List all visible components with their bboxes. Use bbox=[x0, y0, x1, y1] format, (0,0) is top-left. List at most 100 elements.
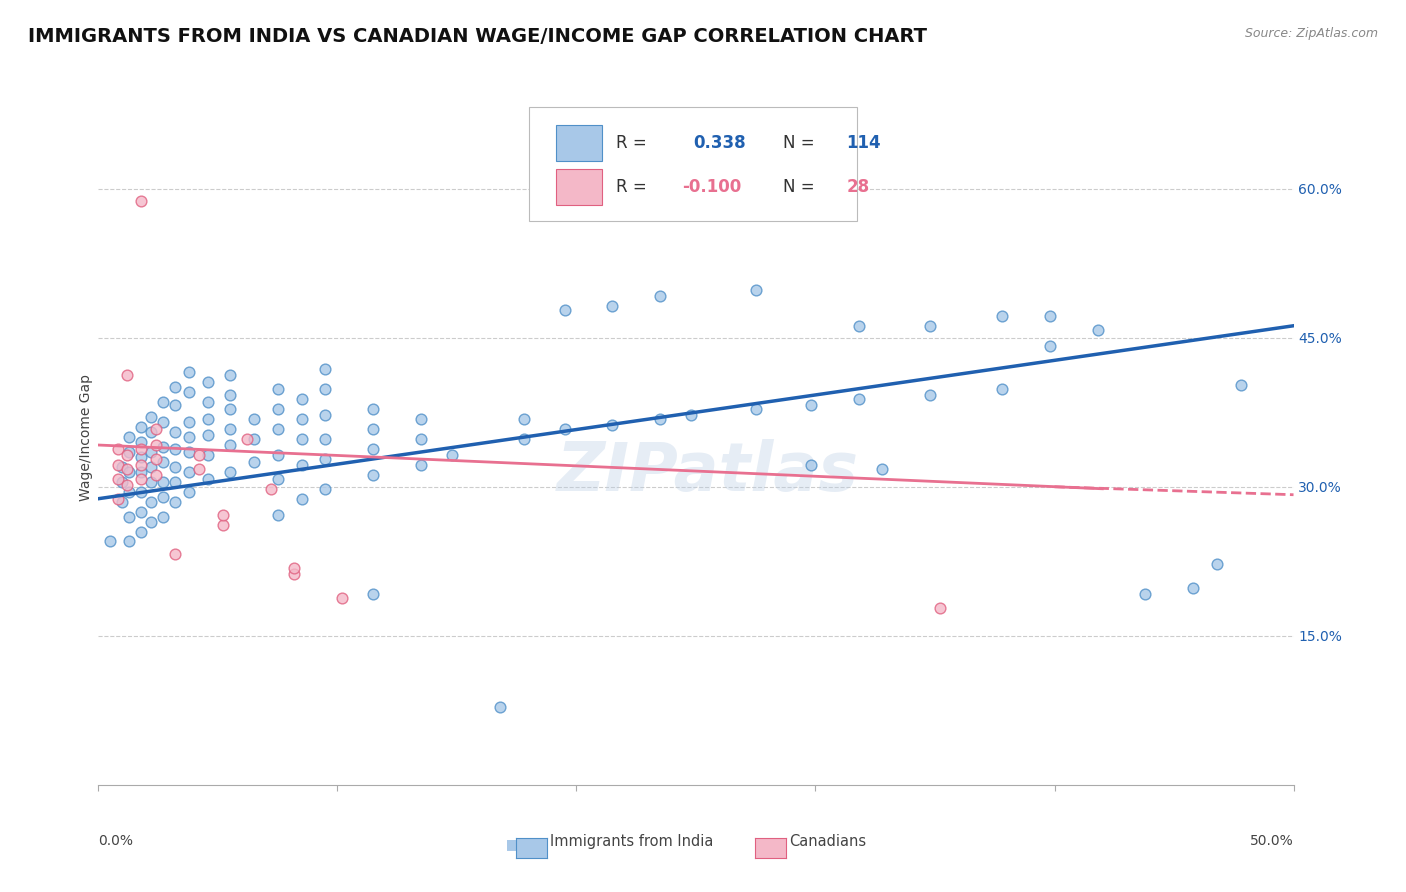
Point bbox=[283, 567, 305, 582]
Point bbox=[131, 524, 153, 539]
Point bbox=[139, 410, 162, 425]
Point bbox=[139, 475, 162, 489]
Point bbox=[848, 392, 870, 407]
Point bbox=[267, 422, 290, 436]
Point bbox=[197, 376, 219, 390]
Point bbox=[648, 289, 672, 303]
Point bbox=[118, 534, 141, 549]
Point bbox=[131, 194, 153, 208]
Point bbox=[1087, 323, 1109, 337]
Point bbox=[107, 458, 129, 472]
Point bbox=[118, 465, 141, 479]
Point bbox=[107, 472, 129, 486]
Text: Source: ZipAtlas.com: Source: ZipAtlas.com bbox=[1244, 27, 1378, 40]
Point bbox=[315, 362, 337, 376]
Text: IMMIGRANTS FROM INDIA VS CANADIAN WAGE/INCOME GAP CORRELATION CHART: IMMIGRANTS FROM INDIA VS CANADIAN WAGE/I… bbox=[28, 27, 927, 45]
Point bbox=[267, 472, 290, 486]
Point bbox=[411, 412, 433, 426]
Point bbox=[235, 432, 257, 446]
Point bbox=[363, 442, 385, 456]
Point bbox=[139, 445, 162, 459]
Point bbox=[315, 383, 337, 397]
Text: ▪: ▪ bbox=[505, 834, 520, 854]
Point bbox=[152, 455, 174, 469]
Point bbox=[163, 442, 186, 456]
Point bbox=[363, 422, 385, 436]
Point bbox=[131, 435, 153, 450]
Point bbox=[118, 445, 141, 459]
Text: N =: N = bbox=[783, 178, 820, 196]
Point bbox=[187, 462, 209, 476]
Point bbox=[131, 465, 153, 479]
Point bbox=[1039, 338, 1062, 352]
Point bbox=[179, 385, 201, 400]
Point bbox=[163, 494, 186, 508]
Point bbox=[179, 484, 201, 499]
Point bbox=[179, 445, 201, 459]
Point bbox=[243, 432, 266, 446]
Point bbox=[283, 561, 305, 575]
Point bbox=[330, 591, 353, 606]
Point bbox=[197, 428, 219, 442]
Point bbox=[118, 484, 141, 499]
Point bbox=[163, 425, 186, 439]
Point bbox=[139, 459, 162, 474]
Point bbox=[131, 484, 153, 499]
Point bbox=[363, 402, 385, 417]
Point bbox=[267, 383, 290, 397]
Point bbox=[219, 422, 242, 436]
Point bbox=[267, 402, 290, 417]
Point bbox=[291, 432, 314, 446]
Point bbox=[179, 366, 201, 380]
Point bbox=[363, 467, 385, 482]
Text: ZIPatlas: ZIPatlas bbox=[557, 439, 859, 505]
Y-axis label: Wage/Income Gap: Wage/Income Gap bbox=[79, 374, 93, 500]
Point bbox=[139, 425, 162, 439]
Point bbox=[145, 467, 167, 482]
Point bbox=[115, 368, 138, 383]
Point bbox=[115, 448, 138, 462]
Text: R =: R = bbox=[616, 134, 652, 152]
Text: 0.0%: 0.0% bbox=[98, 834, 134, 848]
Point bbox=[131, 472, 153, 486]
Point bbox=[291, 412, 314, 426]
Point bbox=[267, 508, 290, 522]
Point bbox=[131, 442, 153, 456]
Point bbox=[163, 459, 186, 474]
Point bbox=[243, 455, 266, 469]
Point bbox=[152, 490, 174, 504]
Point bbox=[745, 402, 768, 417]
Point bbox=[1230, 378, 1253, 392]
Point bbox=[1039, 309, 1062, 323]
Point bbox=[554, 422, 576, 436]
Point bbox=[411, 458, 433, 472]
Point bbox=[489, 700, 512, 714]
Point bbox=[111, 494, 134, 508]
Text: 114: 114 bbox=[846, 134, 882, 152]
Point bbox=[98, 534, 122, 549]
Point bbox=[315, 482, 337, 496]
Point bbox=[991, 309, 1014, 323]
FancyBboxPatch shape bbox=[529, 106, 858, 221]
Point bbox=[800, 398, 823, 412]
Text: 50.0%: 50.0% bbox=[1250, 834, 1294, 848]
Text: Immigrants from India: Immigrants from India bbox=[550, 834, 713, 849]
Text: Canadians: Canadians bbox=[789, 834, 866, 849]
Point bbox=[197, 472, 219, 486]
Point bbox=[920, 318, 942, 333]
Point bbox=[291, 392, 314, 407]
Point bbox=[139, 515, 162, 529]
Point bbox=[800, 458, 823, 472]
Point bbox=[152, 440, 174, 454]
Point bbox=[115, 462, 138, 476]
Point bbox=[991, 383, 1014, 397]
Point bbox=[259, 482, 281, 496]
Point bbox=[267, 448, 290, 462]
Point bbox=[179, 415, 201, 429]
Point bbox=[152, 395, 174, 409]
Point bbox=[219, 402, 242, 417]
Point bbox=[163, 398, 186, 412]
Point bbox=[315, 408, 337, 422]
Point bbox=[179, 465, 201, 479]
Point bbox=[197, 412, 219, 426]
